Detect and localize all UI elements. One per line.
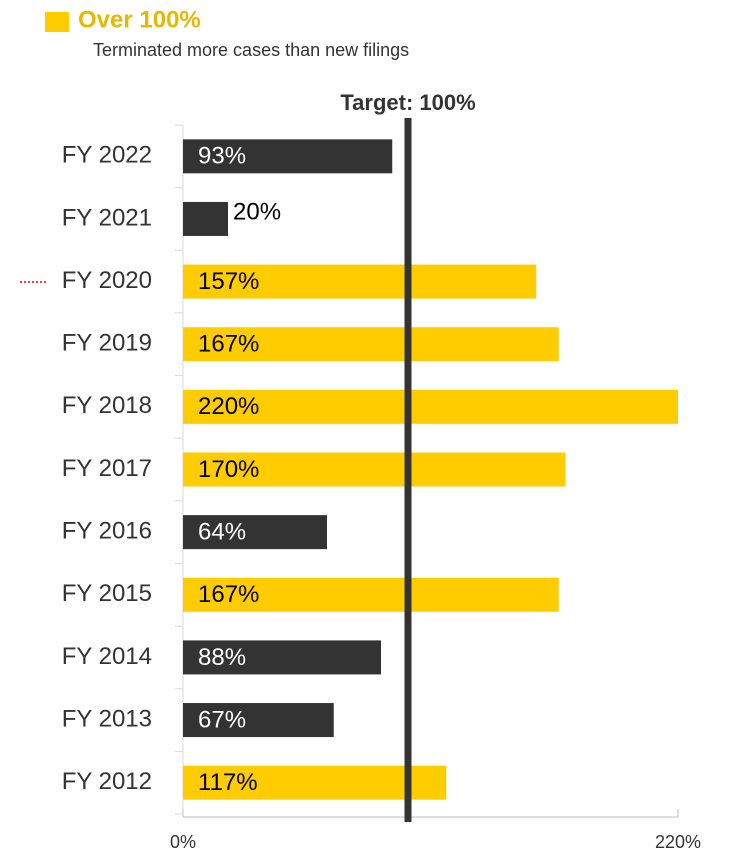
bar — [183, 577, 559, 612]
y-tick-label: FY 2022 — [62, 142, 152, 169]
y-tick-label: FY 2021 — [62, 204, 152, 231]
legend-label: Over 100% — [78, 6, 201, 33]
y-tick-label: FY 2015 — [62, 580, 152, 607]
value-label: 167% — [198, 581, 259, 608]
legend-swatch — [45, 12, 69, 32]
target-label: Target: 100% — [340, 90, 475, 115]
bar — [183, 515, 327, 550]
bar — [183, 452, 566, 487]
bar — [183, 264, 537, 299]
value-label: 170% — [198, 456, 259, 483]
x-tick-label: 220% — [655, 832, 701, 852]
legend-description: Terminated more cases than new filings — [93, 40, 409, 60]
y-tick-label: FY 2016 — [62, 517, 152, 544]
y-tick-label: FY 2018 — [62, 392, 152, 419]
y-tick-label: FY 2013 — [62, 705, 152, 732]
y-tick-label: FY 2012 — [62, 768, 152, 795]
y-tick-label: FY 2014 — [62, 643, 152, 670]
y-tick-label: FY 2020 — [62, 267, 152, 294]
value-label: 167% — [198, 331, 259, 358]
value-label: 220% — [198, 393, 259, 420]
x-tick-label: 0% — [170, 832, 196, 852]
value-label: 157% — [198, 268, 259, 295]
value-label: 20% — [233, 198, 281, 225]
value-label: 64% — [198, 518, 246, 545]
bar — [183, 201, 228, 236]
bar — [183, 139, 393, 174]
bar — [183, 640, 381, 675]
y-tick-label: FY 2019 — [62, 330, 152, 357]
bar — [183, 389, 678, 424]
value-label: 117% — [198, 769, 258, 796]
bar — [183, 703, 334, 738]
y-tick-label: FY 2017 — [62, 455, 152, 482]
bar — [183, 327, 559, 362]
bar — [183, 765, 447, 800]
value-label: 67% — [198, 706, 246, 733]
value-label: 93% — [198, 143, 246, 170]
value-label: 88% — [198, 644, 246, 671]
